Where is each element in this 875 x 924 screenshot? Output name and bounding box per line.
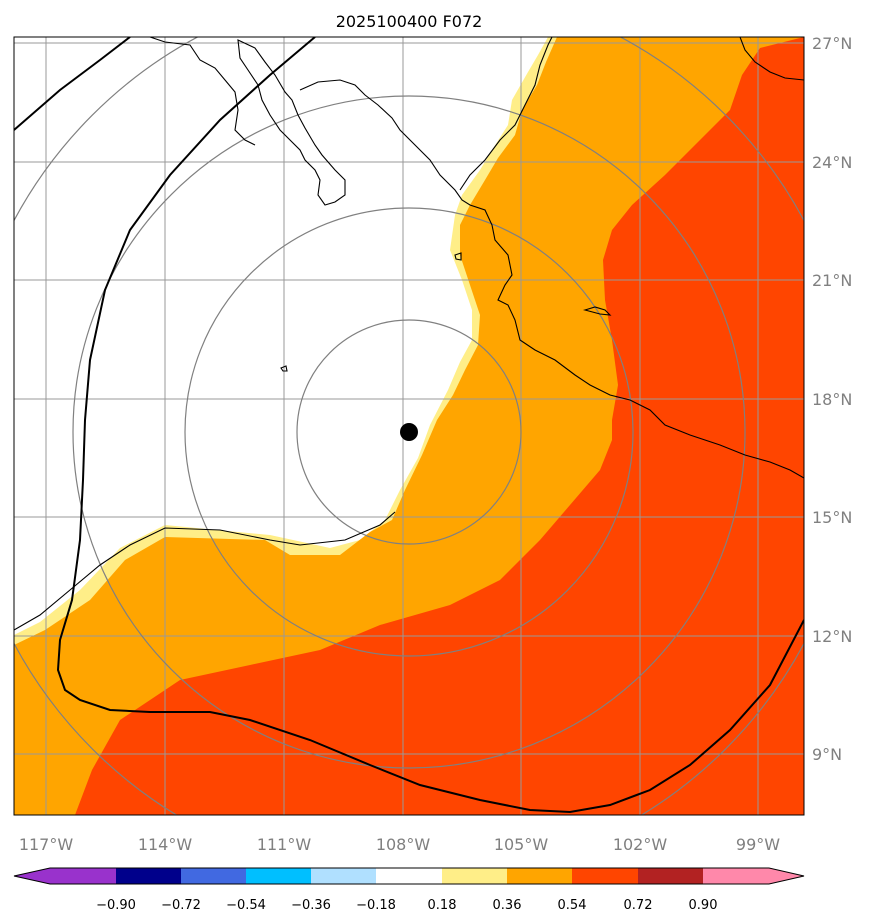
colorbar-tick-label: 0.36 [493, 898, 522, 913]
lat-tick-labels: 27°N 24°N 21°N 18°N 15°N 12°N 9°N [812, 34, 852, 764]
colorbar-tick-label: −0.36 [291, 898, 331, 913]
lon-label: 102°W [613, 835, 668, 854]
map-area [14, 37, 804, 815]
lon-label: 111°W [257, 835, 312, 854]
colorbar: −0.90 −0.72 −0.54 −0.36 −0.18 0.18 0.36 … [13, 867, 805, 913]
range-rings [14, 37, 804, 815]
colorbar-outline [13, 867, 805, 885]
colorbar-tick-label: −0.54 [226, 898, 266, 913]
colorbar-segment [442, 868, 507, 884]
lon-tick-labels: 117°W 114°W 111°W 108°W 105°W 102°W 99°W [19, 835, 780, 854]
lat-label: 27°N [812, 34, 852, 53]
colorbar-segment [181, 868, 246, 884]
colorbar-tick-label: −0.72 [161, 898, 201, 913]
colorbar-segment [703, 868, 769, 884]
colorbar-segment [507, 868, 572, 884]
colorbar-segment [572, 868, 638, 884]
colorbar-tick-label: 0.54 [558, 898, 587, 913]
lat-label: 21°N [812, 271, 852, 290]
lon-label: 99°W [736, 835, 780, 854]
lon-label: 105°W [494, 835, 549, 854]
coastlines [14, 37, 804, 631]
lat-label: 12°N [812, 627, 852, 646]
colorbar-tick-label: 0.90 [689, 898, 718, 913]
colorbar-segment [116, 868, 181, 884]
field-band-high [75, 37, 804, 815]
colorbar-segment [50, 868, 116, 884]
lat-label: 24°N [812, 153, 852, 172]
colorbar-segment [246, 868, 311, 884]
lat-label: 18°N [812, 390, 852, 409]
lat-label: 15°N [812, 508, 852, 527]
colorbar-extend-high [769, 868, 804, 884]
contour-lines [14, 37, 804, 814]
colorbar-tick-label: 0.18 [428, 898, 457, 913]
colorbar-tick-label: −0.90 [96, 898, 136, 913]
map-title: 2025100400 F072 [336, 12, 483, 31]
colorbar-tick-label: −0.18 [356, 898, 396, 913]
lon-label: 108°W [376, 835, 431, 854]
colorbar-segment [376, 868, 442, 884]
map-frame [13, 36, 805, 816]
storm-center-marker [400, 423, 418, 441]
colorbar-ticks: −0.90 −0.72 −0.54 −0.36 −0.18 0.18 0.36 … [96, 898, 717, 913]
lon-label: 114°W [138, 835, 193, 854]
colorbar-tick-label: 0.72 [624, 898, 653, 913]
colorbar-extend-low [14, 868, 50, 884]
colorbar-segment [638, 868, 703, 884]
lon-label: 117°W [19, 835, 74, 854]
colorbar-segment [311, 868, 376, 884]
lat-label: 9°N [812, 745, 842, 764]
